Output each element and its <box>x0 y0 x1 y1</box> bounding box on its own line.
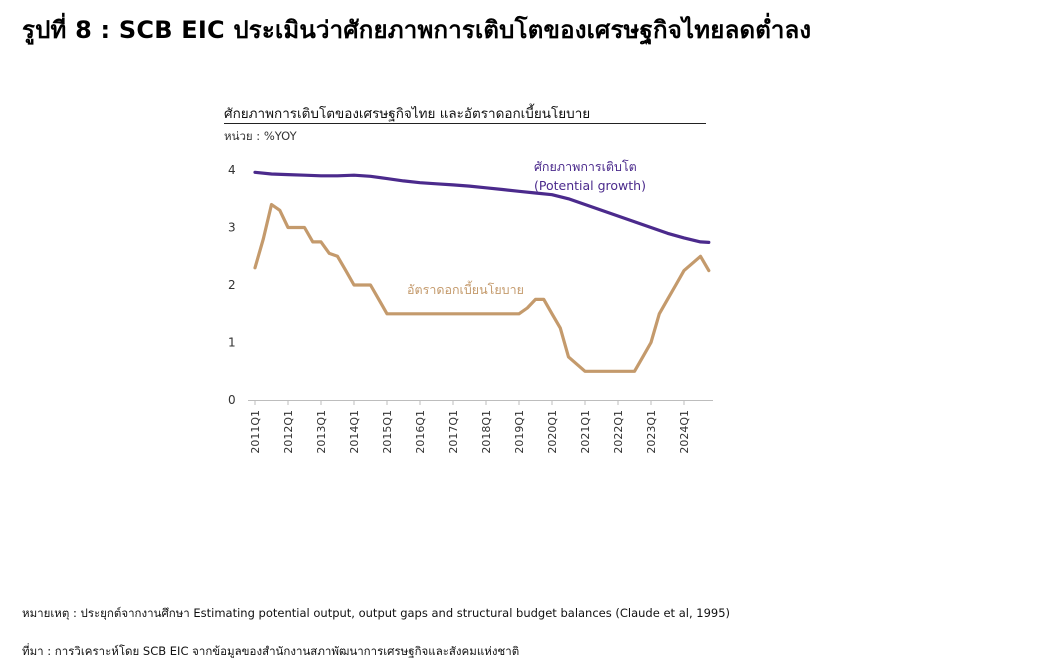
potential-growth-label-en: (Potential growth) <box>534 178 646 193</box>
title-divider <box>224 123 706 124</box>
chart-title: ศักยภาพการเติบโตของเศรษฐกิจไทย และอัตราด… <box>224 106 591 122</box>
policy-rate-line <box>253 202 711 373</box>
unit-label: หน่วย : %YOY <box>224 129 297 143</box>
x-tick-label: 2018Q1 <box>480 410 493 454</box>
x-tick-label: 2021Q1 <box>579 410 592 454</box>
x-tick-label: 2020Q1 <box>546 410 559 454</box>
potential-growth-label: ศักยภาพการเติบโต <box>534 159 637 174</box>
y-tick-label: 4 <box>228 163 236 177</box>
policy-rate-label: อัตราดอกเบี้ยนโยบาย <box>407 280 524 297</box>
x-tick-label: 2012Q1 <box>282 410 295 454</box>
x-tick-label: 2011Q1 <box>249 410 262 454</box>
x-tick-label: 2024Q1 <box>678 410 691 454</box>
figure-title: รูปที่ 8 : SCB EIC ประเมินว่าศักยภาพการเ… <box>22 16 812 44</box>
x-tick-label: 2023Q1 <box>645 410 658 454</box>
y-tick-label: 0 <box>228 393 236 407</box>
y-tick-label: 1 <box>228 336 236 350</box>
potential-growth-line <box>253 170 711 244</box>
x-tick-label: 2015Q1 <box>381 410 394 454</box>
remark-note: หมายเหตุ : ประยุกต์จากงานศึกษา Estimatin… <box>22 606 731 620</box>
y-tick-label: 3 <box>228 221 236 235</box>
x-tick-label: 2017Q1 <box>447 410 460 454</box>
x-tick-label: 2016Q1 <box>414 410 427 454</box>
x-tick-label: 2022Q1 <box>612 410 625 454</box>
source-note: ที่มา : การวิเคราะห์โดย SCB EIC จากข้อมู… <box>22 644 520 658</box>
y-tick-label: 2 <box>228 278 236 292</box>
x-tick-label: 2019Q1 <box>513 410 526 454</box>
x-tick-label: 2013Q1 <box>315 410 328 454</box>
x-tick-label: 2014Q1 <box>348 410 361 454</box>
